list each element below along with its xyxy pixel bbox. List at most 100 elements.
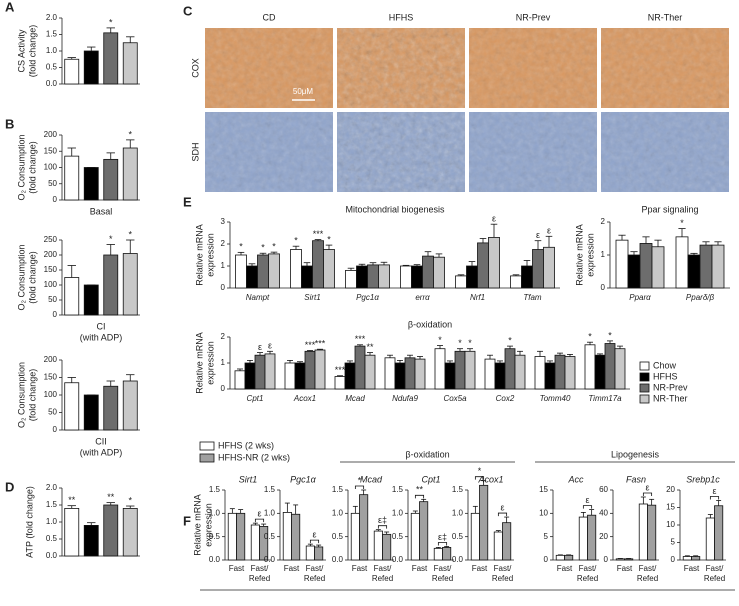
y-tick-label: 150 [44,373,58,382]
bar [544,362,556,390]
y-tick-label: 0.0 [46,551,58,560]
legend-label: NR-Prev [653,382,688,392]
y-tick-label: 2 [601,217,606,226]
y-tick-label: 0.0 [209,555,221,564]
x-tick-label: Fast [472,564,488,573]
bar [122,147,138,201]
x-tick-label: Nrf1 [470,293,485,302]
bar [647,504,657,561]
y-tick-label: 0 [604,555,609,564]
significance-mark: * [608,330,612,340]
gene-title: Acc [567,474,584,484]
y-tick-label: 1.5 [264,485,276,494]
y-tick-label: 20 [599,532,608,541]
bar [419,501,429,561]
bar [367,264,379,289]
bar [555,554,565,561]
significance-mark: ε [585,495,589,505]
x-tick-label: Fast [684,564,700,573]
y-axis-label: expression [203,503,213,547]
bar [312,240,324,289]
x-axis-label: Basal [90,206,113,216]
bar [334,376,346,390]
significance-mark: ε [645,482,649,492]
x-tick-label: Cox5a [443,394,467,403]
y-tick-label: 1.0 [46,517,58,526]
gene-title: Fasn [626,474,646,484]
bar [411,265,423,289]
significance-mark: * [109,17,113,27]
bar [543,246,555,289]
bar [314,349,326,390]
significance-mark: ** [68,495,76,505]
bar [410,512,420,561]
gene-title: Sirt1 [239,474,258,484]
y-tick-label: 1.0 [332,508,344,517]
x-tick-label: Pparα [629,293,651,302]
bar [554,354,566,390]
bar [682,556,692,561]
bar [711,244,725,289]
x-tick-label: Fast/ [706,564,725,573]
bar [103,32,119,85]
y-tick-label: 200 [44,130,58,139]
y-axis-label: O₂ Consumption [16,244,26,310]
y-tick-label: 0.5 [46,534,58,543]
bracket [414,494,425,499]
gene-title: Acox1 [477,474,503,484]
bar [378,264,390,289]
x-tick-label: Timm17a [588,394,622,403]
x-tick-label: Fast [229,564,245,573]
gene-title: Mcad [360,474,383,484]
bracket [254,518,265,523]
bracket [474,476,485,480]
bar [675,236,689,289]
x-tick-label: Fast/ [434,564,453,573]
bar [687,254,701,289]
y-tick-label: 50 [48,408,57,417]
x-tick-label: Refed [637,574,658,583]
x-axis-label: (with ADP) [80,447,123,457]
y-tick-label: 40 [599,508,608,517]
bar [64,155,80,201]
bar [504,348,516,390]
y-axis-label: expression [205,341,215,385]
significance-mark: ε [536,230,540,240]
legend-swatch [639,361,650,371]
y-tick-label: 0.0 [264,555,276,564]
bracket [642,492,653,496]
significance-mark: * [438,335,442,345]
row-label: COX [190,58,200,78]
y-axis-label: CS Activity [16,29,26,73]
panel-label: F [183,513,191,528]
y-tick-label: 1.0 [46,46,58,55]
bar [282,512,292,561]
y-tick-label: 5 [544,532,549,541]
y-tick-label: 1.5 [332,485,344,494]
bar [691,556,701,561]
x-axis-label: (with ADP) [80,332,123,342]
bar [442,547,452,561]
y-tick-label: 0.0 [46,79,58,88]
significance-mark: * [109,234,113,244]
y-tick-label: 0.5 [392,532,404,541]
bar [103,504,119,557]
bar [122,380,138,431]
y-tick-label: 0 [544,555,549,564]
y-tick-label: 0 [53,425,58,434]
y-tick-label: 0.0 [452,555,464,564]
bar [304,350,316,390]
y-axis-label: Relative mRNA [194,224,204,286]
x-tick-label: Refed [249,574,270,583]
bracket [709,496,720,500]
panel-label: D [5,479,14,494]
row-label: SDH [190,142,200,161]
significance-mark: * [327,234,331,244]
bar [234,370,246,390]
y-tick-label: 0 [53,310,58,319]
micrograph-texture [469,28,597,108]
subchart-title: Mitochondrial biogenesis [345,204,445,214]
bar [404,357,416,390]
bar [564,356,576,390]
panel-label: A [5,0,15,14]
